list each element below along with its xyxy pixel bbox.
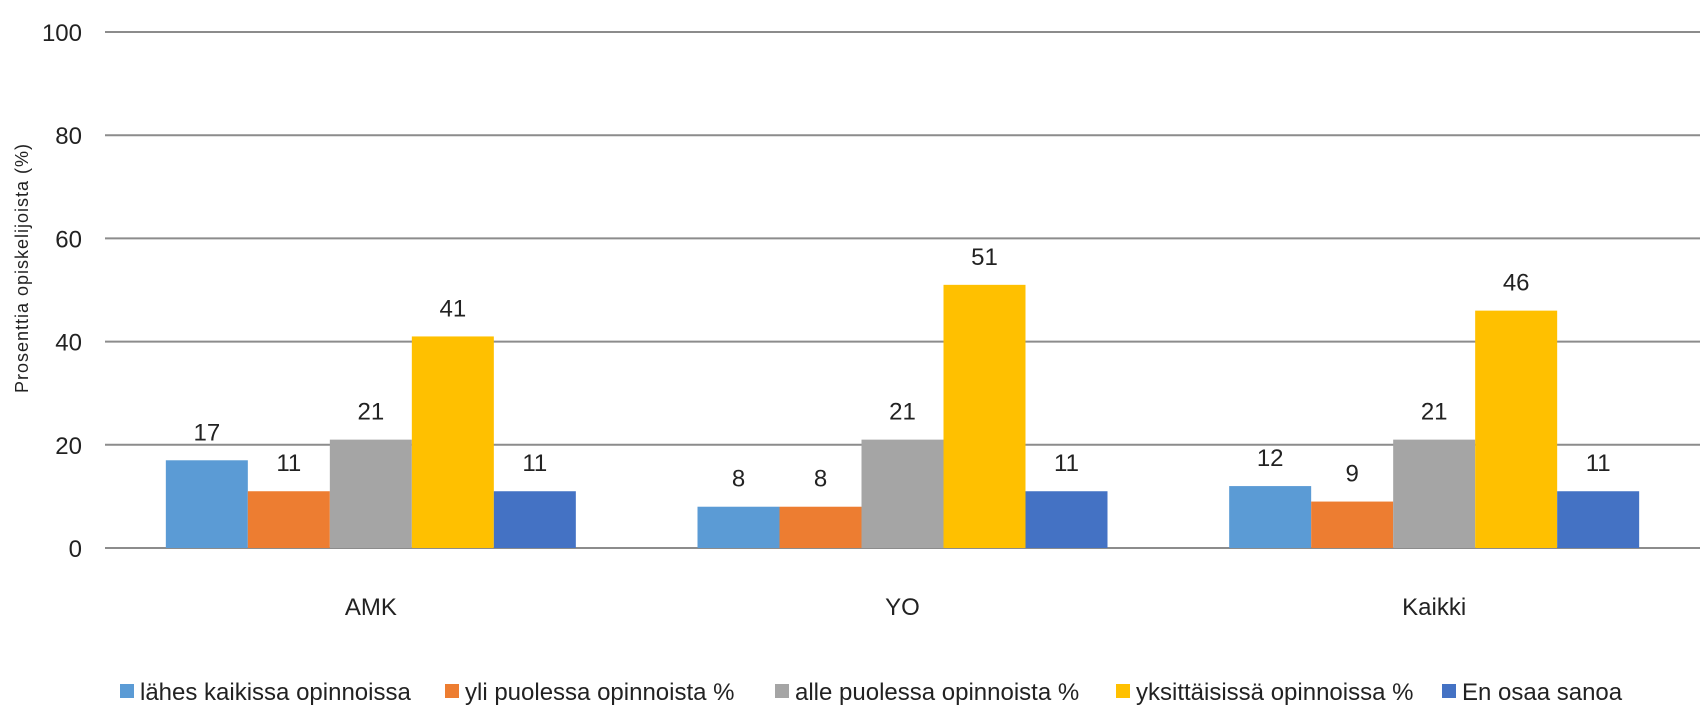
- legend-label: alle puolessa opinnoista %: [795, 679, 1079, 706]
- x-category-label: AMK: [345, 594, 397, 621]
- legend-swatch: [1116, 684, 1130, 698]
- data-label: 21: [1421, 399, 1448, 426]
- bar: [411, 336, 494, 548]
- bar: [779, 506, 862, 548]
- data-label: 21: [357, 399, 384, 426]
- data-label: 17: [193, 419, 220, 446]
- y-tick-label: 60: [55, 226, 82, 253]
- y-tick-label: 0: [69, 536, 82, 563]
- bar: [1393, 439, 1476, 548]
- bar: [247, 491, 330, 548]
- legend-label: En osaa sanoa: [1462, 679, 1623, 706]
- legend-swatch: [1442, 684, 1456, 698]
- x-category-label: Kaikki: [1402, 594, 1466, 621]
- y-tick-label: 40: [55, 330, 82, 357]
- y-tick-label: 100: [42, 20, 82, 47]
- legend-swatch: [775, 684, 789, 698]
- legend: lähes kaikissa opinnoissa yli puolessa op…: [120, 679, 1623, 706]
- data-label: 8: [814, 466, 827, 493]
- data-label: 41: [439, 295, 466, 322]
- legend-label: lähes kaikissa opinnoissa: [140, 679, 411, 706]
- legend-swatch: [445, 684, 459, 698]
- bar: [1311, 501, 1394, 548]
- bar: [943, 284, 1026, 548]
- bar: [329, 439, 412, 548]
- bar: [493, 491, 576, 548]
- data-labels: 17 11 21 41 11 8 8 21 51 11 12 9 21 46 11: [193, 244, 1610, 493]
- bar: [165, 460, 248, 548]
- bar: [1229, 486, 1312, 548]
- bar: [861, 439, 944, 548]
- x-category-label: YO: [885, 594, 920, 621]
- legend-label: yksittäisissä opinnoissa %: [1136, 679, 1413, 706]
- data-label: 11: [1586, 450, 1611, 477]
- y-axis-title: Prosenttia opiskelijoista (%): [12, 143, 32, 393]
- legend-swatch: [120, 684, 134, 698]
- y-tick-label: 20: [55, 433, 82, 460]
- data-label: 46: [1503, 270, 1530, 297]
- bar: [1475, 310, 1558, 548]
- data-label: 11: [522, 450, 547, 477]
- bar: [1557, 491, 1640, 548]
- data-label: 12: [1257, 445, 1284, 472]
- legend-label: yli puolessa opinnoista %: [465, 679, 735, 706]
- data-label: 51: [971, 244, 998, 271]
- data-label: 11: [1054, 450, 1079, 477]
- bars: [165, 284, 1640, 548]
- data-label: 8: [732, 466, 745, 493]
- data-label: 9: [1345, 461, 1358, 488]
- data-label: 21: [889, 399, 916, 426]
- bar: [1025, 491, 1108, 548]
- axes: 0 20 40 60 80 100 AMK YO Kaikki: [42, 20, 1466, 621]
- data-label: 11: [276, 450, 301, 477]
- y-tick-label: 80: [55, 123, 82, 150]
- bar: [697, 506, 780, 548]
